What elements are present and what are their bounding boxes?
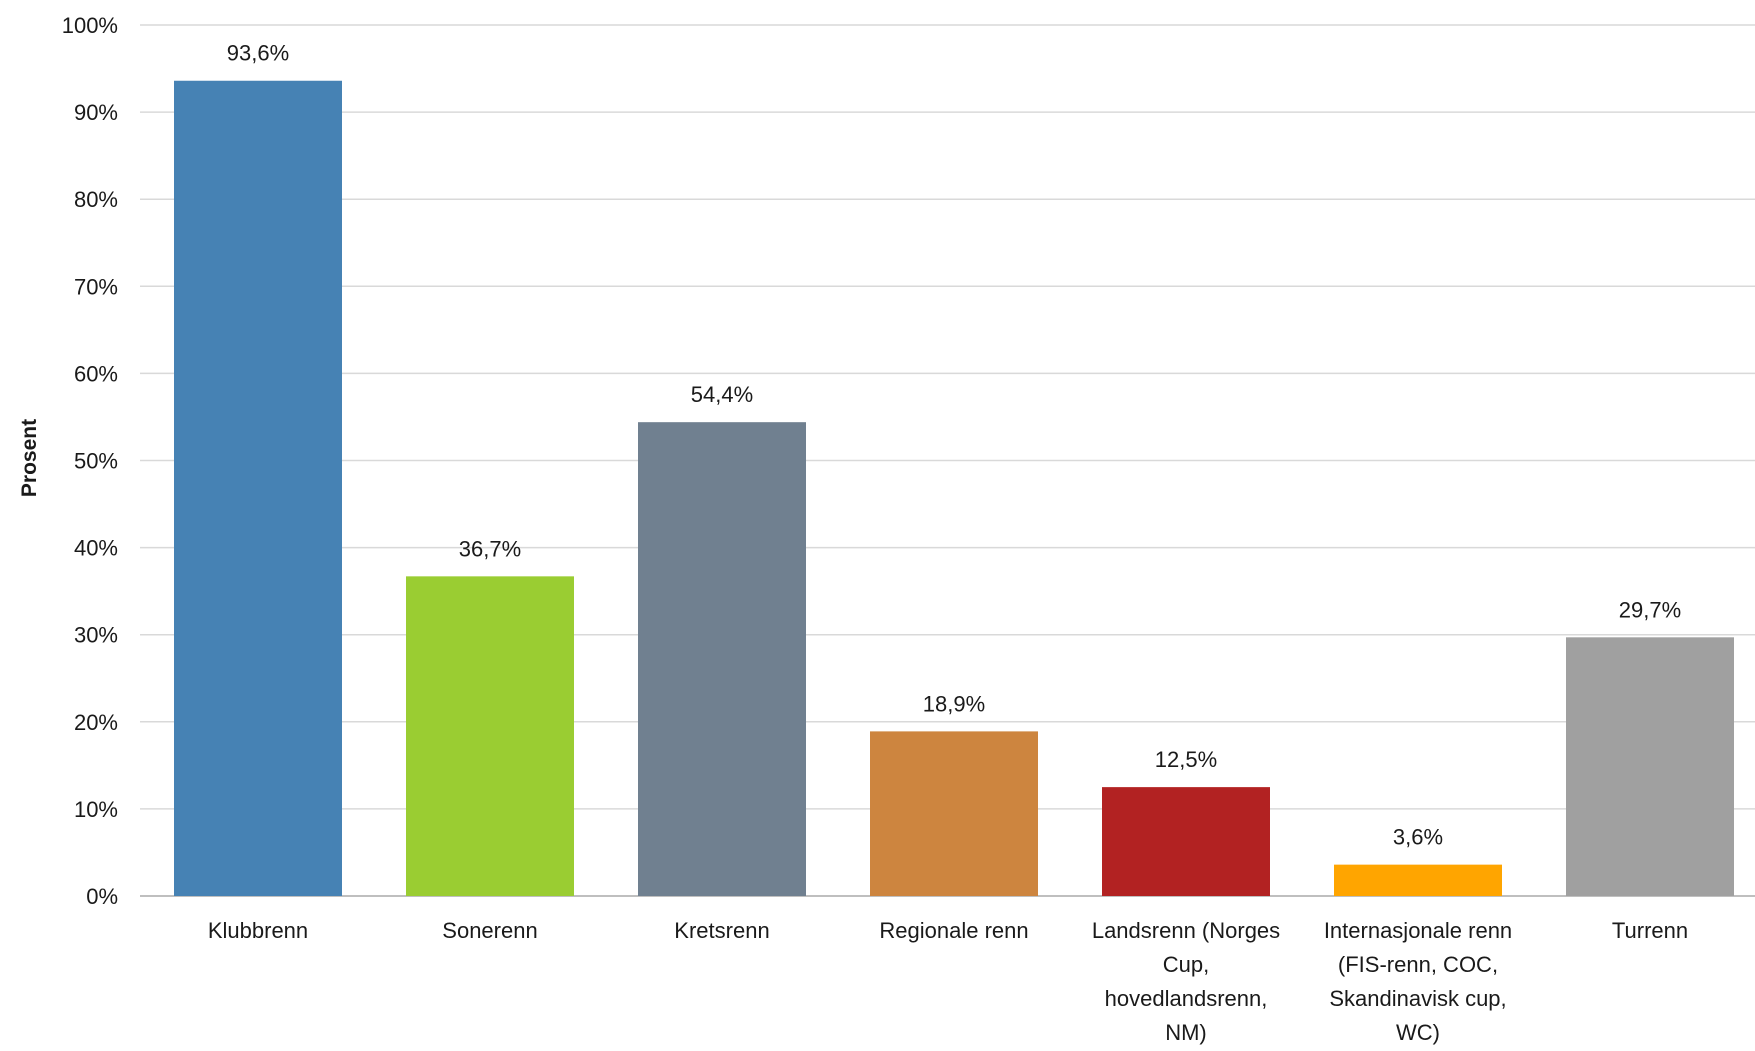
x-category-label: Klubbrenn — [208, 918, 308, 943]
x-category-label: Landsrenn (Norges Cup, hovedlandsrenn, NM) — [1092, 918, 1280, 1045]
bar — [406, 576, 574, 896]
y-tick-label: 40% — [74, 536, 118, 561]
bar — [1566, 637, 1734, 896]
data-label: 93,6% — [227, 41, 289, 66]
data-label: 3,6% — [1393, 825, 1443, 850]
y-tick-label: 100% — [62, 13, 118, 38]
x-category-label: Turrenn — [1612, 918, 1688, 943]
x-category-label: Regionale renn — [879, 918, 1028, 943]
data-labels: 93,6% 36,7% 54,4% 18,9% 12,5% 3,6% 29,7% — [227, 41, 1681, 850]
y-tick-label: 70% — [74, 274, 118, 299]
y-tick-label: 90% — [74, 100, 118, 125]
y-tick-label: 60% — [74, 361, 118, 386]
bar — [1334, 864, 1502, 896]
bars — [174, 80, 1734, 896]
data-label: 12,5% — [1155, 747, 1217, 772]
data-label: 29,7% — [1619, 597, 1681, 622]
data-label: 18,9% — [923, 691, 985, 716]
y-tick-label: 0% — [86, 884, 118, 909]
y-tick-label: 50% — [74, 449, 118, 474]
bar — [638, 422, 806, 896]
x-category-label: Sonerenn — [442, 918, 537, 943]
x-category-label: Kretsrenn — [674, 918, 769, 943]
data-label: 54,4% — [691, 382, 753, 407]
x-category-label: Internasjonale renn (FIS-renn, COC, Skandi… — [1324, 918, 1512, 1045]
y-axis-ticks: 0% 10% 20% 30% 40% 50% 60% 70% 80% 90% 100% — [62, 13, 118, 909]
bar — [1102, 787, 1270, 896]
category-labels: Klubbrenn Sonerenn Kretsrenn Regionale renn… — [208, 918, 1688, 1045]
y-tick-label: 10% — [74, 797, 118, 822]
y-axis-title: Prosent — [18, 419, 41, 497]
bar — [870, 731, 1038, 896]
data-label: 36,7% — [459, 536, 521, 561]
y-tick-label: 30% — [74, 623, 118, 648]
y-tick-label: 80% — [74, 187, 118, 212]
y-tick-label: 20% — [74, 710, 118, 735]
bar — [174, 80, 342, 896]
